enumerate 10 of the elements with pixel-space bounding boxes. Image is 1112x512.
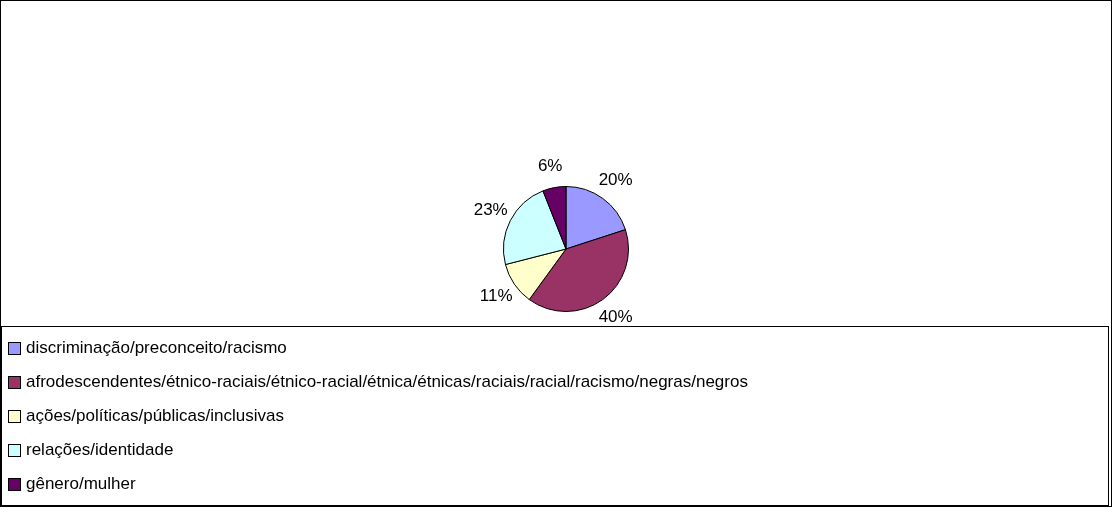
legend-label: gênero/mulher [26,474,136,494]
legend-label: ações/políticas/públicas/inclusivas [26,406,284,426]
legend-label: afrodescendentes/étnico-raciais/étnico-racial/étnica/étnicas/raciais/racial/racismo/negras/negros [26,372,748,392]
data-label: 6% [537,155,563,175]
data-label: 20% [598,170,633,190]
legend-label: relações/identidade [26,440,174,460]
legend-label: discriminação/preconceito/racismo [26,338,287,358]
data-label: 40% [598,307,633,327]
data-label: 11% [479,286,513,306]
data-label: 23% [473,200,508,220]
